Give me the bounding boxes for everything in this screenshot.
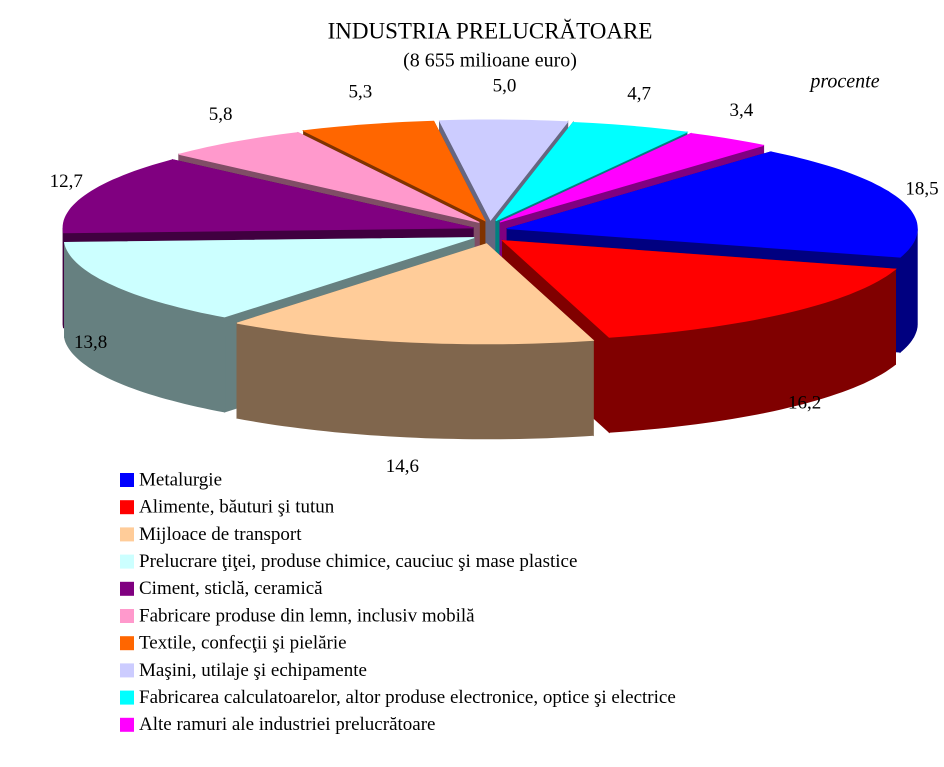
- legend-swatch: [120, 690, 134, 705]
- slice: [62, 159, 474, 234]
- legend-label: Maşini, utilaje şi echipamente: [139, 660, 367, 681]
- slice: [63, 237, 475, 318]
- slice-group: [501, 239, 897, 434]
- data-label: 3,4: [730, 100, 754, 121]
- slice-side: [62, 227, 65, 329]
- legend-label: Ciment, sticlă, ceramică: [139, 578, 323, 599]
- slice: [495, 121, 689, 222]
- data-label: 4,7: [627, 83, 651, 104]
- legend-label: Prelucrare ţiţei, produse chimice, cauci…: [139, 551, 577, 572]
- slice: [501, 239, 897, 338]
- data-label: 18,5: [905, 179, 938, 200]
- data-label: 5,3: [349, 81, 373, 102]
- data-label: 5,8: [209, 104, 233, 125]
- data-label: 16,2: [788, 392, 821, 413]
- legend-swatch: [120, 500, 134, 515]
- slice: [499, 132, 764, 223]
- slice-group: [236, 242, 595, 440]
- legend-swatch: [120, 527, 134, 542]
- data-label: 5,0: [493, 75, 517, 96]
- legend-label: Metalurgie: [139, 469, 222, 490]
- chart-title: INDUSTRIA PRELUCRĂTOARE: [328, 18, 653, 43]
- legend-label: Mijloace de transport: [139, 524, 302, 545]
- legend-swatch: [120, 636, 134, 651]
- legend-swatch: [120, 717, 134, 732]
- legend-swatch: [120, 581, 134, 596]
- slice: [438, 119, 569, 221]
- legend-swatch: [120, 609, 134, 623]
- legend-label: Textile, confecţii şi pielărie: [139, 633, 347, 654]
- legend-swatch: [120, 473, 134, 487]
- legend-label: Fabricarea calculatoarelor, altor produs…: [139, 687, 676, 708]
- slice: [301, 120, 486, 222]
- slice: [178, 132, 480, 223]
- data-label: 13,8: [74, 332, 107, 353]
- legend-label: Alte ramuri ale industriei prelucrătoare: [139, 714, 435, 735]
- annotation: procente: [808, 71, 879, 93]
- data-label: 14,6: [386, 456, 419, 477]
- slice: [236, 243, 595, 345]
- legend-swatch: [120, 663, 134, 678]
- data-label: 12,7: [50, 171, 83, 192]
- legend-label: Fabricare produse din lemn, inclusiv mob…: [139, 605, 475, 626]
- chart-subtitle: (8 655 milioane euro): [403, 50, 577, 72]
- legend-label: Alimente, băuturi şi tutun: [139, 497, 335, 518]
- legend-swatch: [120, 554, 134, 569]
- slice: [507, 151, 918, 258]
